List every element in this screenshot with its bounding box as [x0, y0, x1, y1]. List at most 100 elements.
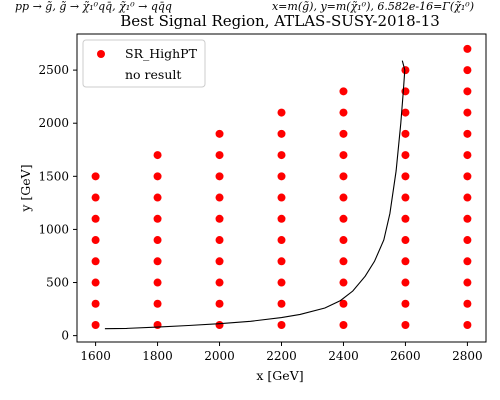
legend-box	[82, 39, 206, 88]
data-point	[153, 151, 162, 160]
data-point	[215, 257, 224, 266]
data-point	[277, 321, 286, 330]
legend-label-sr-highpt: SR_HighPT	[125, 46, 198, 61]
plot-frame	[76, 33, 487, 343]
data-point	[91, 236, 100, 245]
y-tick-label: 1500	[38, 169, 69, 183]
legend: SR_HighPT no result	[82, 39, 206, 88]
data-point	[463, 108, 472, 117]
data-point	[215, 129, 224, 138]
plot-area	[91, 44, 472, 330]
data-point	[401, 151, 410, 160]
data-point	[215, 299, 224, 308]
data-point	[401, 172, 410, 181]
data-point	[463, 236, 472, 245]
data-point	[277, 108, 286, 117]
data-point	[401, 214, 410, 223]
data-point	[339, 278, 348, 287]
x-tick-label: 1600	[80, 349, 111, 363]
data-point	[401, 299, 410, 308]
data-point	[215, 193, 224, 202]
data-point	[339, 151, 348, 160]
data-point	[153, 236, 162, 245]
data-point	[153, 193, 162, 202]
data-point	[277, 257, 286, 266]
data-point	[91, 278, 100, 287]
data-point	[91, 193, 100, 202]
data-point	[277, 193, 286, 202]
x-tick-label: 2800	[452, 349, 483, 363]
data-point	[463, 193, 472, 202]
y-axis-label: y [GeV]	[18, 164, 33, 212]
data-point	[91, 321, 100, 330]
data-point	[463, 44, 472, 53]
data-point	[153, 172, 162, 181]
data-point	[153, 257, 162, 266]
data-point	[463, 87, 472, 96]
legend-marker-sr-highpt	[97, 50, 105, 58]
data-point	[339, 193, 348, 202]
y-tick-label: 1000	[38, 222, 69, 236]
data-point	[91, 257, 100, 266]
mapping-header: x=m(g̃), y=m(χ̃₁⁰), 6.582e-16=Γ(χ̃₁⁰)	[272, 0, 474, 13]
x-tick-label: 2600	[390, 349, 421, 363]
data-point	[339, 172, 348, 181]
data-point	[401, 129, 410, 138]
data-point	[339, 108, 348, 117]
y-tick-label: 500	[46, 276, 69, 290]
y-tick-label: 2500	[38, 63, 69, 77]
data-point	[401, 257, 410, 266]
data-point	[463, 257, 472, 266]
data-point	[91, 172, 100, 181]
data-point	[401, 108, 410, 117]
data-point	[153, 214, 162, 223]
exclusion-contour-line	[104, 60, 406, 330]
data-point	[339, 129, 348, 138]
data-point	[463, 278, 472, 287]
data-point	[91, 299, 100, 308]
data-point	[401, 66, 410, 75]
data-point	[277, 214, 286, 223]
legend-label-no-result: no result	[125, 67, 181, 82]
y-tick-label: 2000	[38, 116, 69, 130]
data-point	[215, 278, 224, 287]
data-point	[339, 257, 348, 266]
x-tick-label: 2200	[266, 349, 297, 363]
data-point	[401, 321, 410, 330]
data-point	[277, 129, 286, 138]
data-point	[463, 129, 472, 138]
data-point	[339, 87, 348, 96]
data-point	[339, 299, 348, 308]
data-point	[463, 321, 472, 330]
data-point	[463, 299, 472, 308]
data-point	[463, 172, 472, 181]
data-point	[215, 321, 224, 330]
data-point	[463, 66, 472, 75]
data-point	[91, 214, 100, 223]
data-point	[339, 214, 348, 223]
data-point	[339, 236, 348, 245]
data-point	[215, 172, 224, 181]
data-point	[401, 278, 410, 287]
x-axis-label: x [GeV]	[256, 368, 303, 383]
data-point	[215, 214, 224, 223]
data-point	[153, 299, 162, 308]
data-point	[277, 151, 286, 160]
data-point	[463, 214, 472, 223]
data-point	[463, 151, 472, 160]
data-point	[215, 236, 224, 245]
axis-ticks: 1600 1800 2000 2200 2400 2600 2800 0 500 1000 1500…	[38, 63, 482, 363]
data-point	[339, 321, 348, 330]
x-tick-label: 2000	[204, 349, 235, 363]
data-point	[215, 151, 224, 160]
process-header: pp → g̃, g̃ → χ̃₁⁰qq̄, χ̃₁⁰ → qq̄q	[15, 0, 172, 13]
data-point	[277, 299, 286, 308]
data-point	[153, 278, 162, 287]
data-point	[277, 278, 286, 287]
data-point	[401, 236, 410, 245]
chart-title: Best Signal Region, ATLAS-SUSY-2018-13	[120, 12, 440, 30]
x-tick-label: 2400	[328, 349, 359, 363]
data-point	[401, 193, 410, 202]
x-tick-label: 1800	[142, 349, 173, 363]
